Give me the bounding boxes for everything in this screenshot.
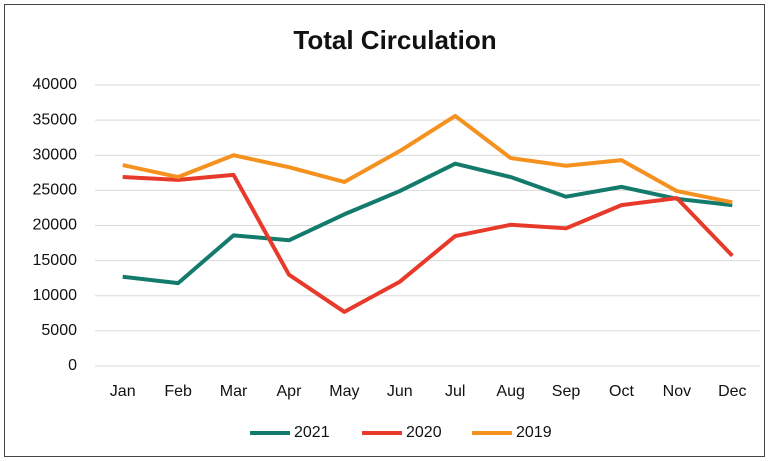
legend-label: 2019 [516, 424, 552, 441]
y-tick-label: 25000 [33, 182, 78, 199]
y-tick-label: 0 [68, 357, 77, 374]
y-tick-label: 10000 [33, 287, 78, 304]
series-line [122, 113, 733, 205]
y-tick-label: 35000 [33, 111, 78, 128]
y-tick-label: 5000 [41, 322, 77, 339]
chart-frame [4, 4, 765, 457]
series-line [122, 172, 734, 314]
y-tick-label: 15000 [33, 252, 78, 269]
y-tick-label: 30000 [33, 146, 78, 163]
legend-label: 2021 [294, 424, 330, 441]
x-tick-label: Jan [110, 383, 136, 400]
x-tick-label: Apr [277, 383, 303, 400]
y-tick-label: 20000 [33, 217, 78, 234]
x-tick-label: Jul [445, 383, 465, 400]
legend-label: 2020 [406, 424, 442, 441]
x-tick-label: Nov [663, 383, 691, 400]
x-tick-label: Mar [220, 383, 248, 400]
y-tick-label: 40000 [33, 76, 78, 93]
x-tick-label: Aug [496, 383, 524, 400]
x-tick-label: Dec [718, 383, 746, 400]
x-tick-label: Jun [387, 383, 413, 400]
series-line [122, 161, 733, 286]
chart-title: Total Circulation [293, 25, 496, 55]
x-tick-label: May [329, 383, 359, 400]
x-tick-label: Feb [164, 383, 192, 400]
x-tick-label: Oct [609, 383, 634, 400]
x-tick-label: Sep [552, 383, 581, 400]
